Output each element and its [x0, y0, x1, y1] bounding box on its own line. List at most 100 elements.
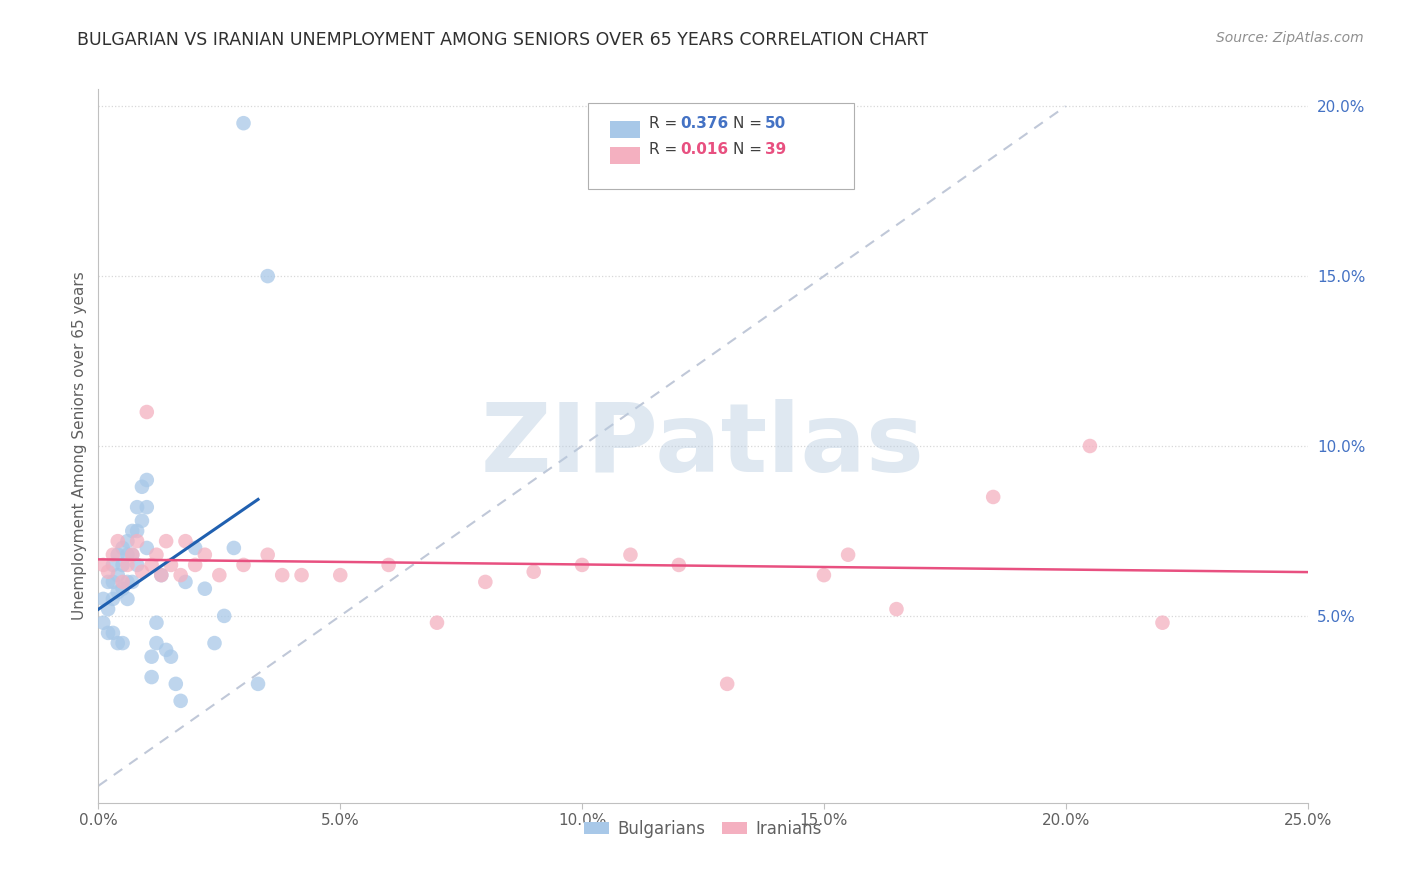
FancyBboxPatch shape	[610, 147, 640, 164]
Point	[571, 558, 593, 572]
Point	[127, 534, 149, 549]
Point	[169, 568, 191, 582]
Point	[256, 269, 278, 284]
Point	[716, 677, 738, 691]
Point	[247, 677, 270, 691]
Point	[155, 643, 177, 657]
Point	[222, 541, 245, 555]
Point	[837, 548, 859, 562]
Point	[91, 591, 114, 606]
Point	[208, 568, 231, 582]
Point	[135, 405, 157, 419]
Point	[111, 541, 134, 555]
Point	[111, 582, 134, 596]
Point	[111, 636, 134, 650]
Point	[117, 591, 139, 606]
Point	[97, 574, 120, 589]
Point	[121, 524, 143, 538]
Point	[145, 548, 167, 562]
Text: 0.016: 0.016	[681, 143, 728, 157]
Point	[145, 615, 167, 630]
Text: Source: ZipAtlas.com: Source: ZipAtlas.com	[1216, 31, 1364, 45]
Legend: Bulgarians, Iranians: Bulgarians, Iranians	[578, 814, 828, 845]
Point	[174, 574, 197, 589]
Point	[377, 558, 399, 572]
Point	[150, 568, 173, 582]
Point	[290, 568, 312, 582]
Point	[121, 574, 143, 589]
Point	[1078, 439, 1101, 453]
Point	[131, 480, 153, 494]
Point	[329, 568, 352, 582]
Point	[91, 558, 114, 572]
Point	[121, 548, 143, 562]
Point	[813, 568, 835, 582]
Point	[107, 548, 129, 562]
Point	[111, 574, 134, 589]
Point	[101, 626, 124, 640]
Point	[271, 568, 294, 582]
Point	[97, 602, 120, 616]
Point	[160, 649, 183, 664]
Point	[101, 591, 124, 606]
Point	[981, 490, 1004, 504]
Point	[107, 585, 129, 599]
Point	[135, 541, 157, 555]
Point	[212, 608, 235, 623]
Point	[160, 558, 183, 572]
Point	[131, 565, 153, 579]
Point	[101, 548, 124, 562]
Text: N =: N =	[734, 143, 768, 157]
Point	[141, 558, 163, 572]
Text: BULGARIAN VS IRANIAN UNEMPLOYMENT AMONG SENIORS OVER 65 YEARS CORRELATION CHART: BULGARIAN VS IRANIAN UNEMPLOYMENT AMONG …	[77, 31, 928, 49]
Point	[232, 116, 254, 130]
FancyBboxPatch shape	[588, 103, 855, 189]
Point	[668, 558, 690, 572]
Text: R =: R =	[648, 116, 682, 131]
Point	[135, 500, 157, 515]
Text: ZIPatlas: ZIPatlas	[481, 400, 925, 492]
Point	[117, 534, 139, 549]
Point	[194, 582, 217, 596]
Point	[111, 558, 134, 572]
Point	[204, 636, 226, 650]
Point	[127, 500, 149, 515]
Point	[232, 558, 254, 572]
Text: N =: N =	[734, 116, 768, 131]
Point	[169, 694, 191, 708]
Text: 39: 39	[765, 143, 786, 157]
Point	[619, 548, 641, 562]
Point	[141, 649, 163, 664]
Point	[107, 568, 129, 582]
Point	[107, 636, 129, 650]
Point	[194, 548, 217, 562]
Point	[141, 670, 163, 684]
Y-axis label: Unemployment Among Seniors over 65 years: Unemployment Among Seniors over 65 years	[72, 272, 87, 620]
Point	[256, 548, 278, 562]
Point	[127, 558, 149, 572]
Point	[426, 615, 449, 630]
Point	[117, 574, 139, 589]
Point	[886, 602, 908, 616]
Text: 0.376: 0.376	[681, 116, 728, 131]
Point	[131, 514, 153, 528]
Point	[117, 558, 139, 572]
Text: 50: 50	[765, 116, 786, 131]
Point	[101, 574, 124, 589]
Point	[117, 548, 139, 562]
Point	[150, 568, 173, 582]
Point	[97, 626, 120, 640]
Point	[523, 565, 546, 579]
Point	[127, 524, 149, 538]
Point	[91, 615, 114, 630]
Point	[184, 541, 207, 555]
Point	[101, 558, 124, 572]
Point	[121, 548, 143, 562]
Point	[97, 565, 120, 579]
Point	[474, 574, 496, 589]
Text: R =: R =	[648, 143, 682, 157]
Point	[165, 677, 187, 691]
Point	[184, 558, 207, 572]
Point	[155, 534, 177, 549]
Point	[174, 534, 197, 549]
